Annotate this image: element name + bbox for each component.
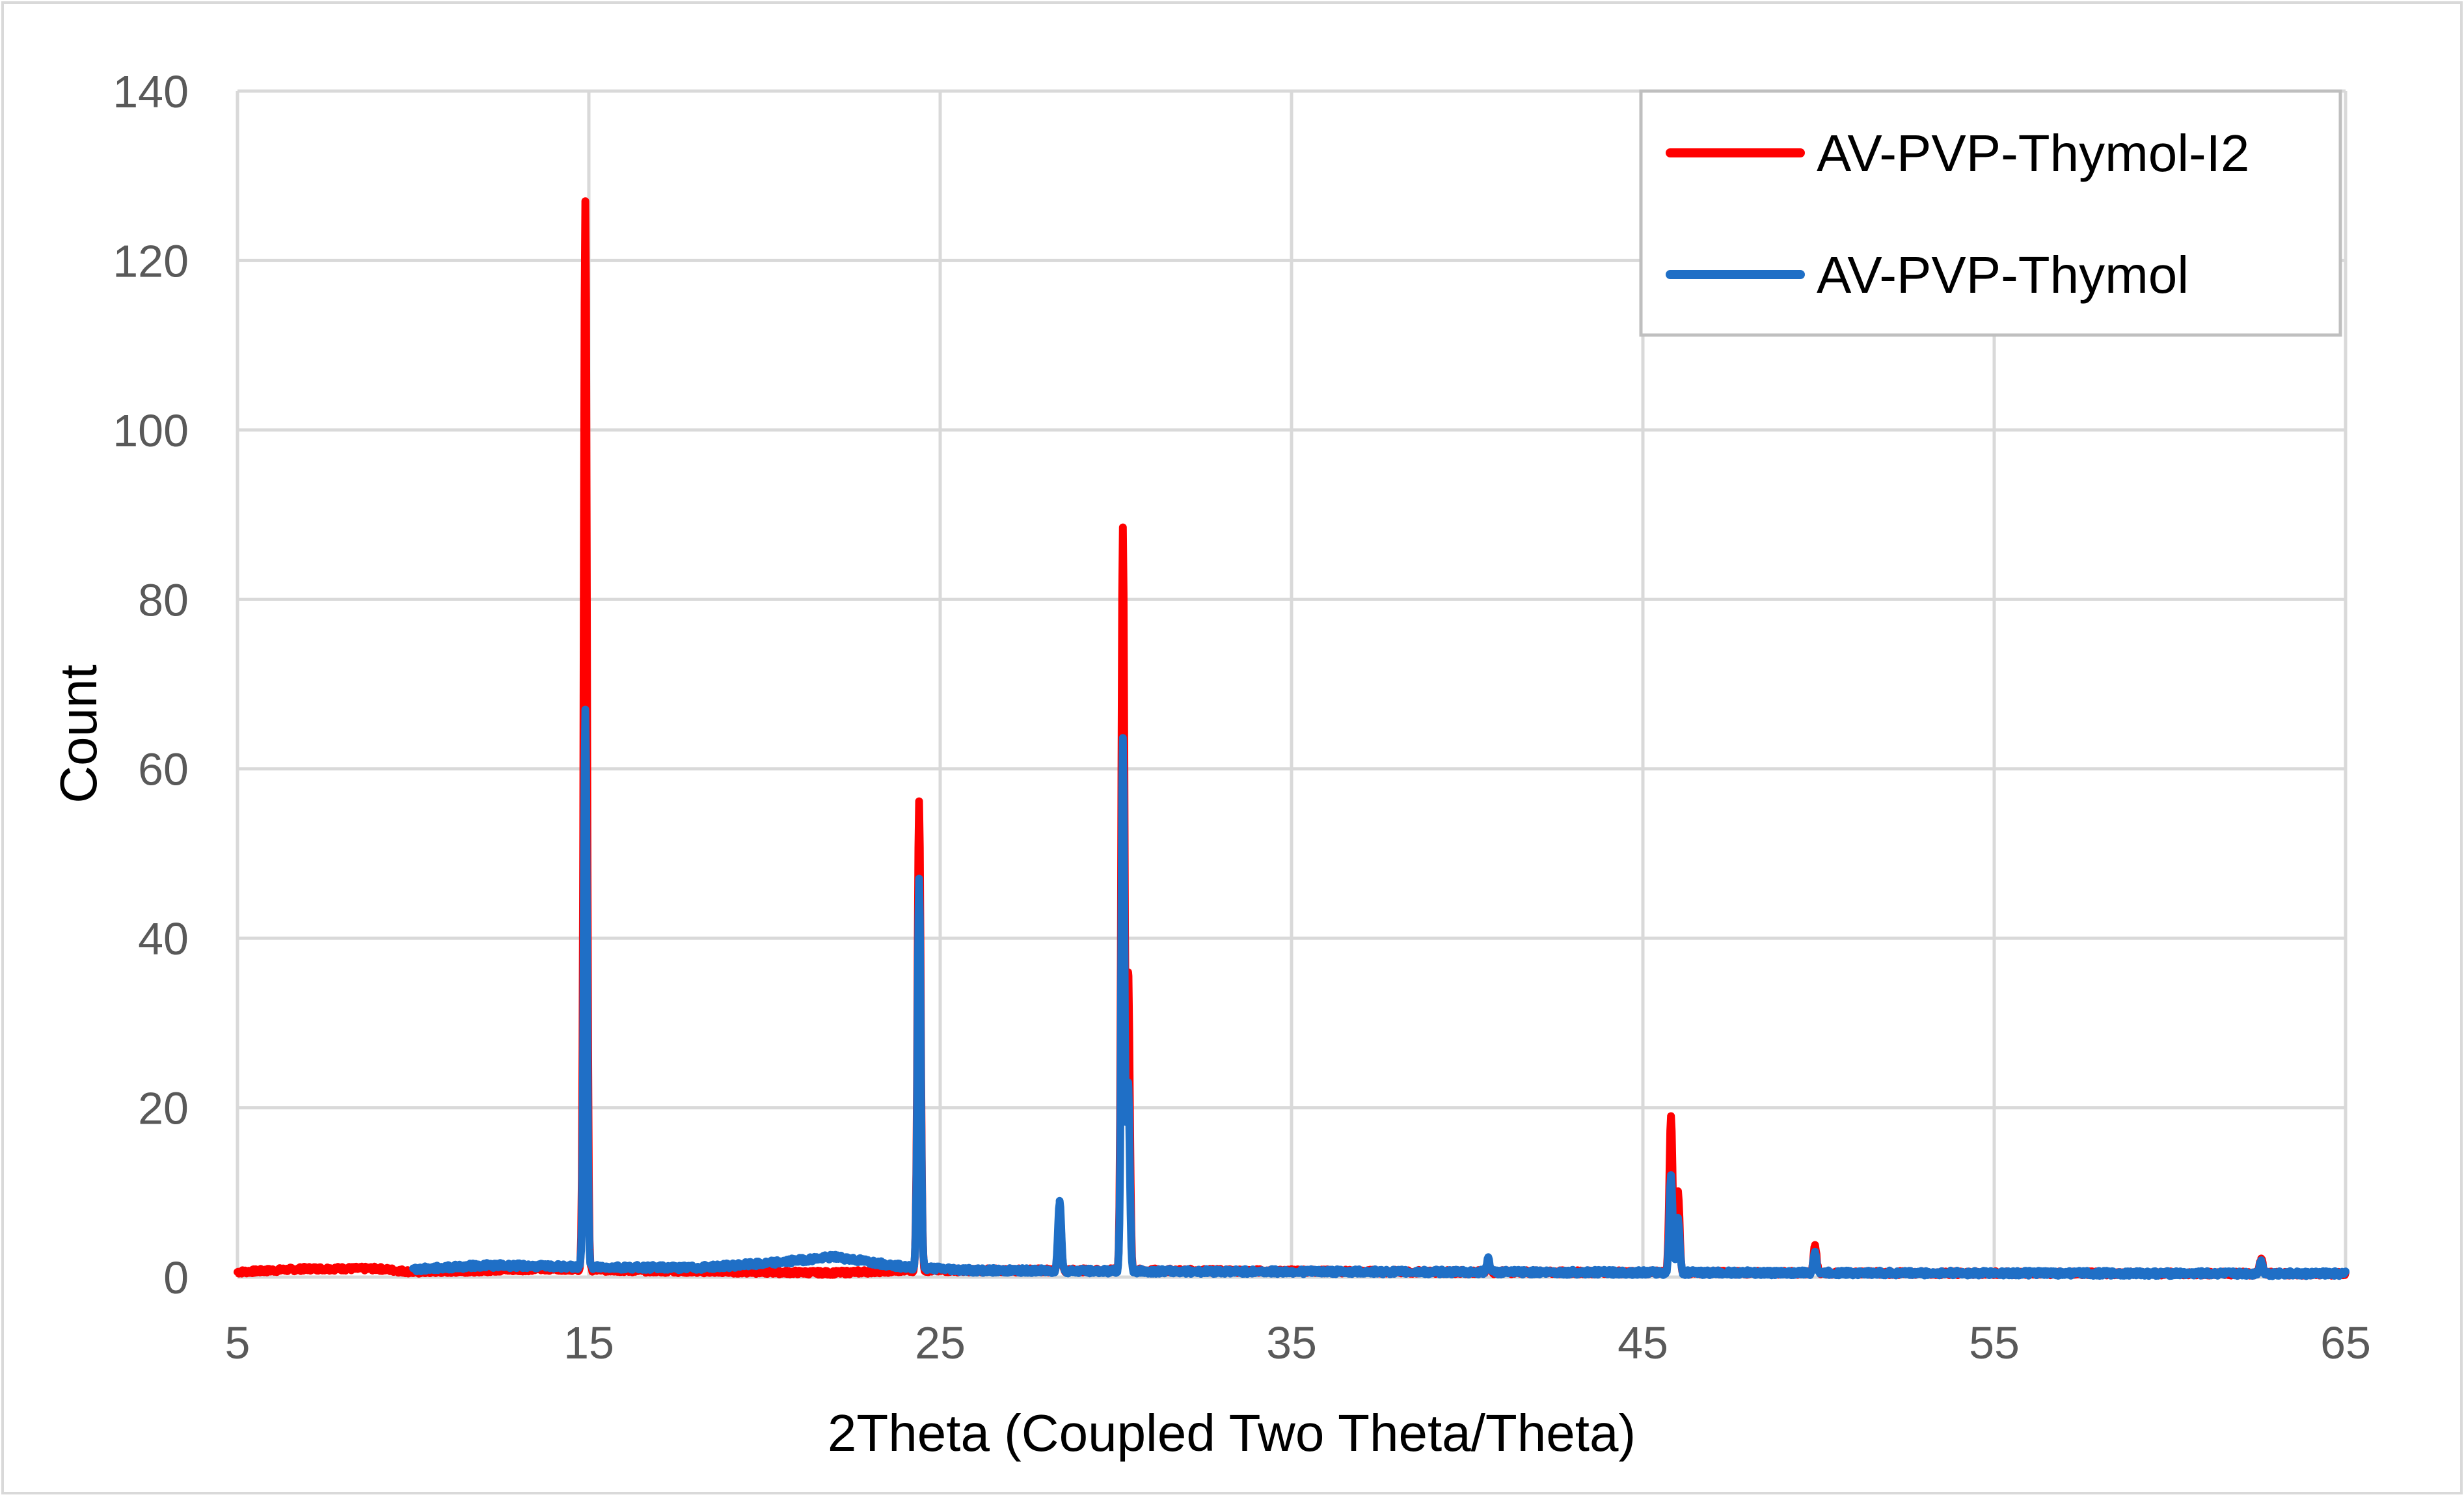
series-lines bbox=[234, 197, 2349, 1280]
x-tick-label: 15 bbox=[563, 1317, 614, 1368]
series-line-2 bbox=[409, 705, 2349, 1280]
legend-label: AV-PVP-Thymol-I2 bbox=[1817, 124, 2249, 182]
x-tick-label: 45 bbox=[1618, 1317, 1668, 1368]
y-tick-label: 40 bbox=[138, 913, 189, 964]
x-tick-label: 5 bbox=[225, 1317, 250, 1368]
y-tick-label: 100 bbox=[113, 405, 189, 456]
x-tick-label: 25 bbox=[915, 1317, 966, 1368]
legend-box bbox=[1639, 89, 2342, 337]
y-axis-title: Count bbox=[49, 664, 107, 803]
x-tick-label: 55 bbox=[1969, 1317, 2020, 1368]
tick-labels: 0 20 40 60 80 100 120 140 5 15 25 35 45 55 65 bbox=[113, 66, 2371, 1368]
x-tick-label: 65 bbox=[2320, 1317, 2371, 1368]
y-tick-label: 0 bbox=[163, 1252, 189, 1303]
y-tick-label: 60 bbox=[138, 744, 189, 795]
legend: AV-PVP-Thymol-I2 AV-PVP-Thymol bbox=[1639, 89, 2342, 337]
y-tick-label: 120 bbox=[113, 236, 189, 286]
x-tick-label: 35 bbox=[1266, 1317, 1317, 1368]
y-tick-label: 80 bbox=[138, 574, 189, 625]
legend-label: AV-PVP-Thymol bbox=[1817, 246, 2189, 304]
x-axis-title: 2Theta (Coupled Two Theta/Theta) bbox=[828, 1404, 1636, 1462]
y-tick-label: 140 bbox=[113, 66, 189, 117]
y-tick-label: 20 bbox=[138, 1083, 189, 1134]
